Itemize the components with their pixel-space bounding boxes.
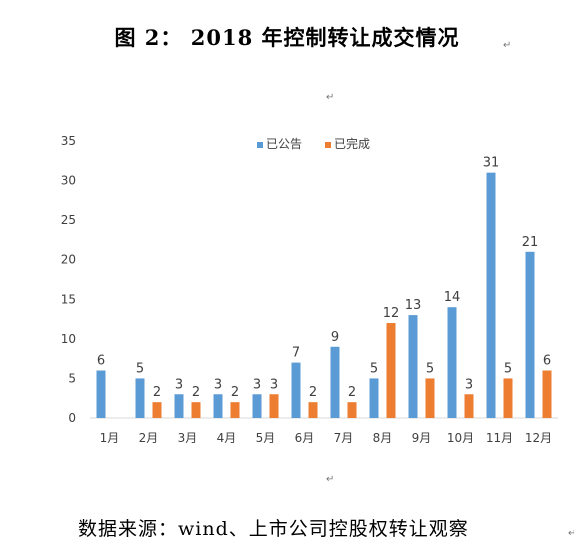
bar-announced xyxy=(135,378,145,418)
bar-completed xyxy=(425,378,435,418)
bar-announced xyxy=(408,315,418,418)
bar-announced xyxy=(252,394,262,418)
bar-announced xyxy=(96,370,106,418)
x-axis: 1月 2月 3月 4月 5月 6月 7月 8月 9月 10月 11月 12月 xyxy=(100,431,552,445)
data-label: 2 xyxy=(192,385,200,400)
y-tick-label: 35 xyxy=(61,134,76,148)
data-label: 7 xyxy=(292,346,300,361)
legend-swatch xyxy=(257,142,263,148)
paragraph-mark-icon: ↵ xyxy=(326,92,335,103)
bar-completed xyxy=(230,402,240,418)
bar-completed xyxy=(386,323,396,418)
y-tick-label: 10 xyxy=(61,332,76,346)
x-tick-label: 6月 xyxy=(295,431,315,445)
x-tick-label: 1月 xyxy=(100,431,120,445)
data-label: 2 xyxy=(153,385,161,400)
bar-announced xyxy=(174,394,184,418)
bar-announced xyxy=(291,362,301,418)
bar-completed xyxy=(191,402,201,418)
bar-completed xyxy=(503,378,513,418)
figure-title: 图 2： 2018 年控制转让成交情况 xyxy=(114,25,460,50)
data-label: 31 xyxy=(483,156,500,171)
data-label: 3 xyxy=(253,377,261,392)
y-tick-label: 20 xyxy=(61,253,76,267)
legend: 已公告 已完成 xyxy=(257,136,370,151)
data-label: 5 xyxy=(504,361,512,376)
data-label: 3 xyxy=(465,377,473,392)
data-label: 13 xyxy=(405,298,422,313)
bar-completed xyxy=(347,402,357,418)
data-label: 12 xyxy=(383,306,400,321)
source-note: 数据来源：wind、上市公司控股权转让观察 xyxy=(78,518,469,540)
paragraph-mark-icon: ↵ xyxy=(568,528,574,539)
data-label: 9 xyxy=(331,330,339,345)
y-axis: 0 5 10 15 20 25 30 35 xyxy=(61,134,76,425)
bar-announced xyxy=(369,378,379,418)
x-tick-label: 7月 xyxy=(334,431,354,445)
data-label: 3 xyxy=(214,377,222,392)
data-label: 3 xyxy=(270,377,278,392)
paragraph-mark-icon: ↵ xyxy=(326,474,335,485)
data-label: 6 xyxy=(97,354,105,369)
x-tick-label: 10月 xyxy=(447,431,474,445)
x-tick-label: 4月 xyxy=(217,431,237,445)
bar-completed xyxy=(269,394,279,418)
bar-completed xyxy=(308,402,318,418)
bar-completed xyxy=(152,402,162,418)
bar-completed xyxy=(542,370,552,418)
x-tick-label: 3月 xyxy=(178,431,198,445)
data-label: 5 xyxy=(136,361,144,376)
data-label: 6 xyxy=(543,354,551,369)
data-label: 3 xyxy=(175,377,183,392)
x-tick-label: 8月 xyxy=(373,431,393,445)
y-tick-label: 5 xyxy=(68,371,76,385)
data-label: 2 xyxy=(309,385,317,400)
data-label: 5 xyxy=(426,361,434,376)
data-label: 2 xyxy=(348,385,356,400)
bar-announced xyxy=(525,251,535,418)
bar-announced xyxy=(330,346,340,418)
y-tick-label: 25 xyxy=(61,213,76,227)
bar-announced xyxy=(213,394,223,418)
y-tick-label: 15 xyxy=(61,292,76,306)
x-tick-label: 5月 xyxy=(256,431,276,445)
legend-swatch xyxy=(325,142,331,148)
data-label: 14 xyxy=(444,290,461,305)
bar-announced xyxy=(486,172,496,418)
data-label: 21 xyxy=(522,235,539,250)
x-tick-label: 9月 xyxy=(412,431,432,445)
bars xyxy=(96,172,552,418)
x-tick-label: 12月 xyxy=(525,431,552,445)
legend-label: 已完成 xyxy=(334,136,370,151)
x-tick-label: 2月 xyxy=(139,431,159,445)
paragraph-mark-icon: ↵ xyxy=(503,40,512,51)
legend-label: 已公告 xyxy=(266,137,302,151)
y-tick-label: 0 xyxy=(68,411,76,425)
y-tick-label: 30 xyxy=(61,174,76,188)
data-label: 2 xyxy=(231,385,239,400)
data-label: 5 xyxy=(370,361,378,376)
x-tick-label: 11月 xyxy=(486,431,513,445)
bar-announced xyxy=(447,307,457,418)
bar-completed xyxy=(464,394,474,418)
